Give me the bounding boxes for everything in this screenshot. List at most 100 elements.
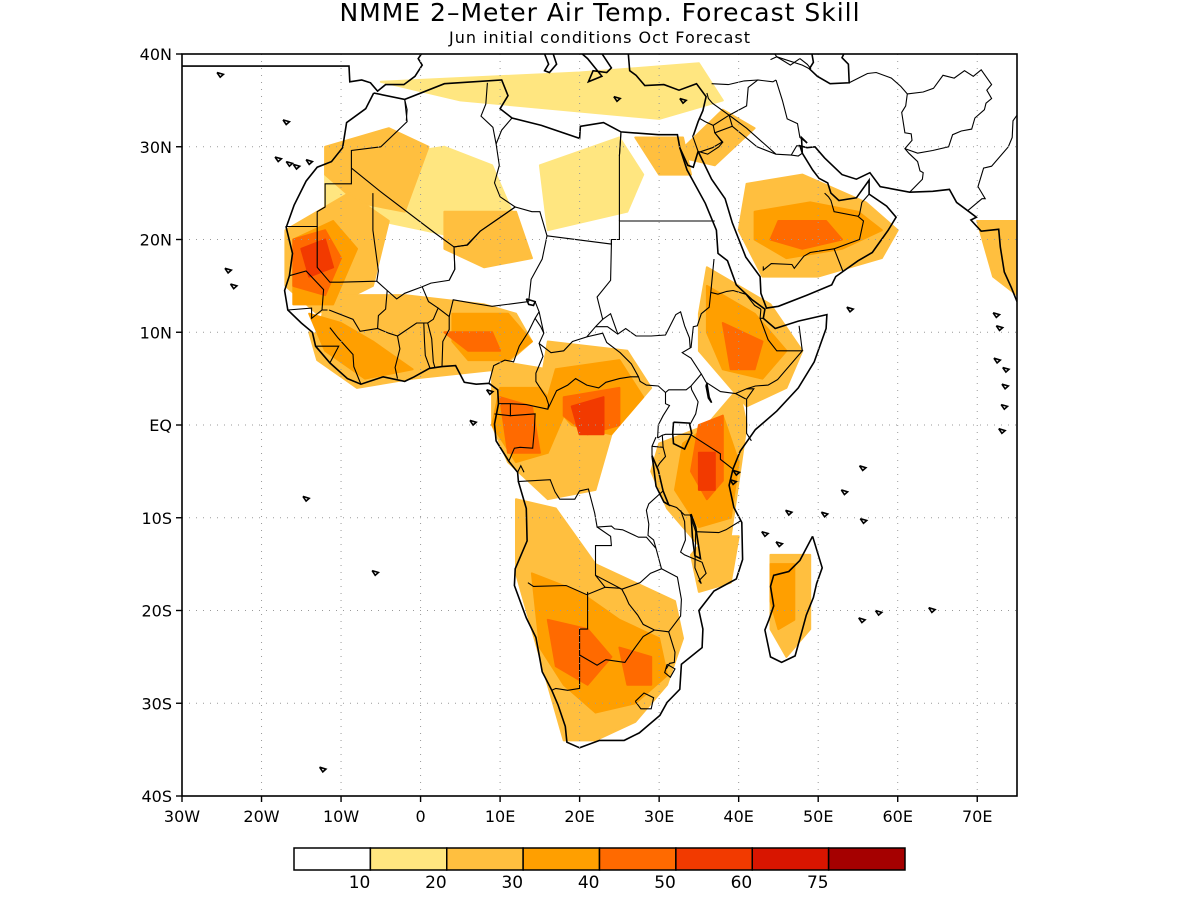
srilanka-coastline [1055, 335, 1071, 368]
lat-label-8: 40S [141, 787, 172, 806]
border-77 [770, 56, 801, 66]
border-30 [586, 332, 639, 378]
border-34 [657, 392, 671, 439]
lon-label-6: 30E [644, 807, 674, 826]
border-55 [634, 692, 655, 710]
island-14 [1001, 383, 1010, 390]
border-86 [404, 99, 408, 121]
levant-coastline [627, 54, 707, 136]
border-46 [595, 574, 669, 633]
border-53 [579, 591, 589, 630]
border-56 [664, 663, 676, 679]
lat-label-1: 30N [140, 138, 172, 157]
border-85 [584, 36, 602, 45]
border-10 [377, 290, 388, 329]
border-9 [328, 309, 401, 379]
island-10 [761, 530, 770, 538]
map-subtitle: Jun initial conditions Oct Forecast [448, 28, 752, 47]
island-20 [992, 312, 1002, 319]
island-13 [840, 489, 850, 496]
border-18 [488, 301, 540, 384]
caspian-coastline [808, 54, 851, 85]
border-48 [621, 548, 663, 590]
border-26 [498, 343, 550, 410]
skill-region-24 [705, 284, 788, 380]
border-71 [775, 79, 808, 144]
border-35 [689, 385, 699, 425]
colorbar-label-5: 60 [731, 873, 753, 893]
skill-region-33 [721, 322, 764, 371]
border-6 [315, 345, 340, 364]
colorbar-label-0: 10 [349, 873, 371, 893]
lon-label-3: 0 [415, 807, 425, 826]
border-47 [605, 586, 623, 590]
island-1 [292, 163, 302, 171]
border-4 [289, 270, 328, 311]
border-12 [423, 322, 431, 369]
lake-malawi [690, 513, 702, 561]
skill-region-37 [769, 220, 843, 250]
lat-label-4: EQ [149, 416, 172, 435]
lon-label-9: 60E [882, 807, 912, 826]
island-24 [371, 569, 381, 577]
italy-coastline [543, 54, 558, 74]
border-32 [602, 312, 619, 335]
island-0 [285, 160, 295, 168]
balkans-coastline [581, 54, 613, 84]
border-60 [746, 318, 804, 390]
island-29 [732, 469, 742, 477]
gridlines [182, 54, 1017, 796]
europe-coastline [182, 54, 424, 93]
border-61 [735, 393, 747, 400]
island-19 [995, 325, 1005, 332]
border-38 [657, 433, 691, 439]
border-42 [668, 504, 742, 534]
border-70 [697, 125, 724, 155]
border-49 [661, 568, 682, 633]
border-8 [376, 246, 456, 300]
border-66 [706, 79, 777, 116]
colorbar-box-3 [522, 847, 601, 871]
lat-label-2: 20N [140, 231, 172, 250]
border-31 [595, 310, 702, 375]
border-15 [448, 299, 529, 317]
island-11 [784, 509, 794, 517]
colorbar-box-5 [675, 847, 753, 871]
sinai-coastline [679, 147, 699, 169]
colorbar-label-1: 20 [425, 873, 447, 893]
lake-turkana [705, 383, 713, 404]
border-5 [287, 307, 323, 320]
island-9 [874, 609, 884, 617]
border-74 [833, 215, 865, 272]
island-22 [679, 97, 688, 105]
lon-label-7: 40E [723, 807, 753, 826]
border-43 [517, 479, 664, 549]
border-80 [967, 114, 1017, 212]
island-31 [859, 517, 869, 525]
border-75 [762, 248, 835, 272]
island-4 [229, 283, 239, 290]
island-26 [485, 389, 495, 396]
border-16 [448, 246, 456, 281]
lake-victoria [671, 421, 693, 451]
border-40 [657, 447, 667, 467]
arabia-coastline [697, 144, 1017, 309]
border-83 [603, 36, 644, 46]
border-79 [904, 68, 993, 154]
island-8 [858, 617, 867, 624]
border-73 [824, 192, 870, 217]
colorbar: 10 20 30 40 50 60 75 [293, 847, 906, 893]
skill-region-16 [634, 136, 692, 176]
border-36 [705, 381, 755, 442]
lon-label-10: 70E [962, 807, 992, 826]
lon-label-1: 20W [243, 807, 279, 826]
lake-tanganyika [651, 455, 671, 507]
colorbar-label-3: 40 [578, 873, 600, 893]
skill-region-3 [324, 127, 430, 213]
island-21 [846, 306, 855, 313]
colorbar-box-2 [446, 847, 524, 871]
border-57 [710, 258, 762, 310]
skill-shading [284, 62, 1017, 742]
island-2 [305, 158, 315, 166]
